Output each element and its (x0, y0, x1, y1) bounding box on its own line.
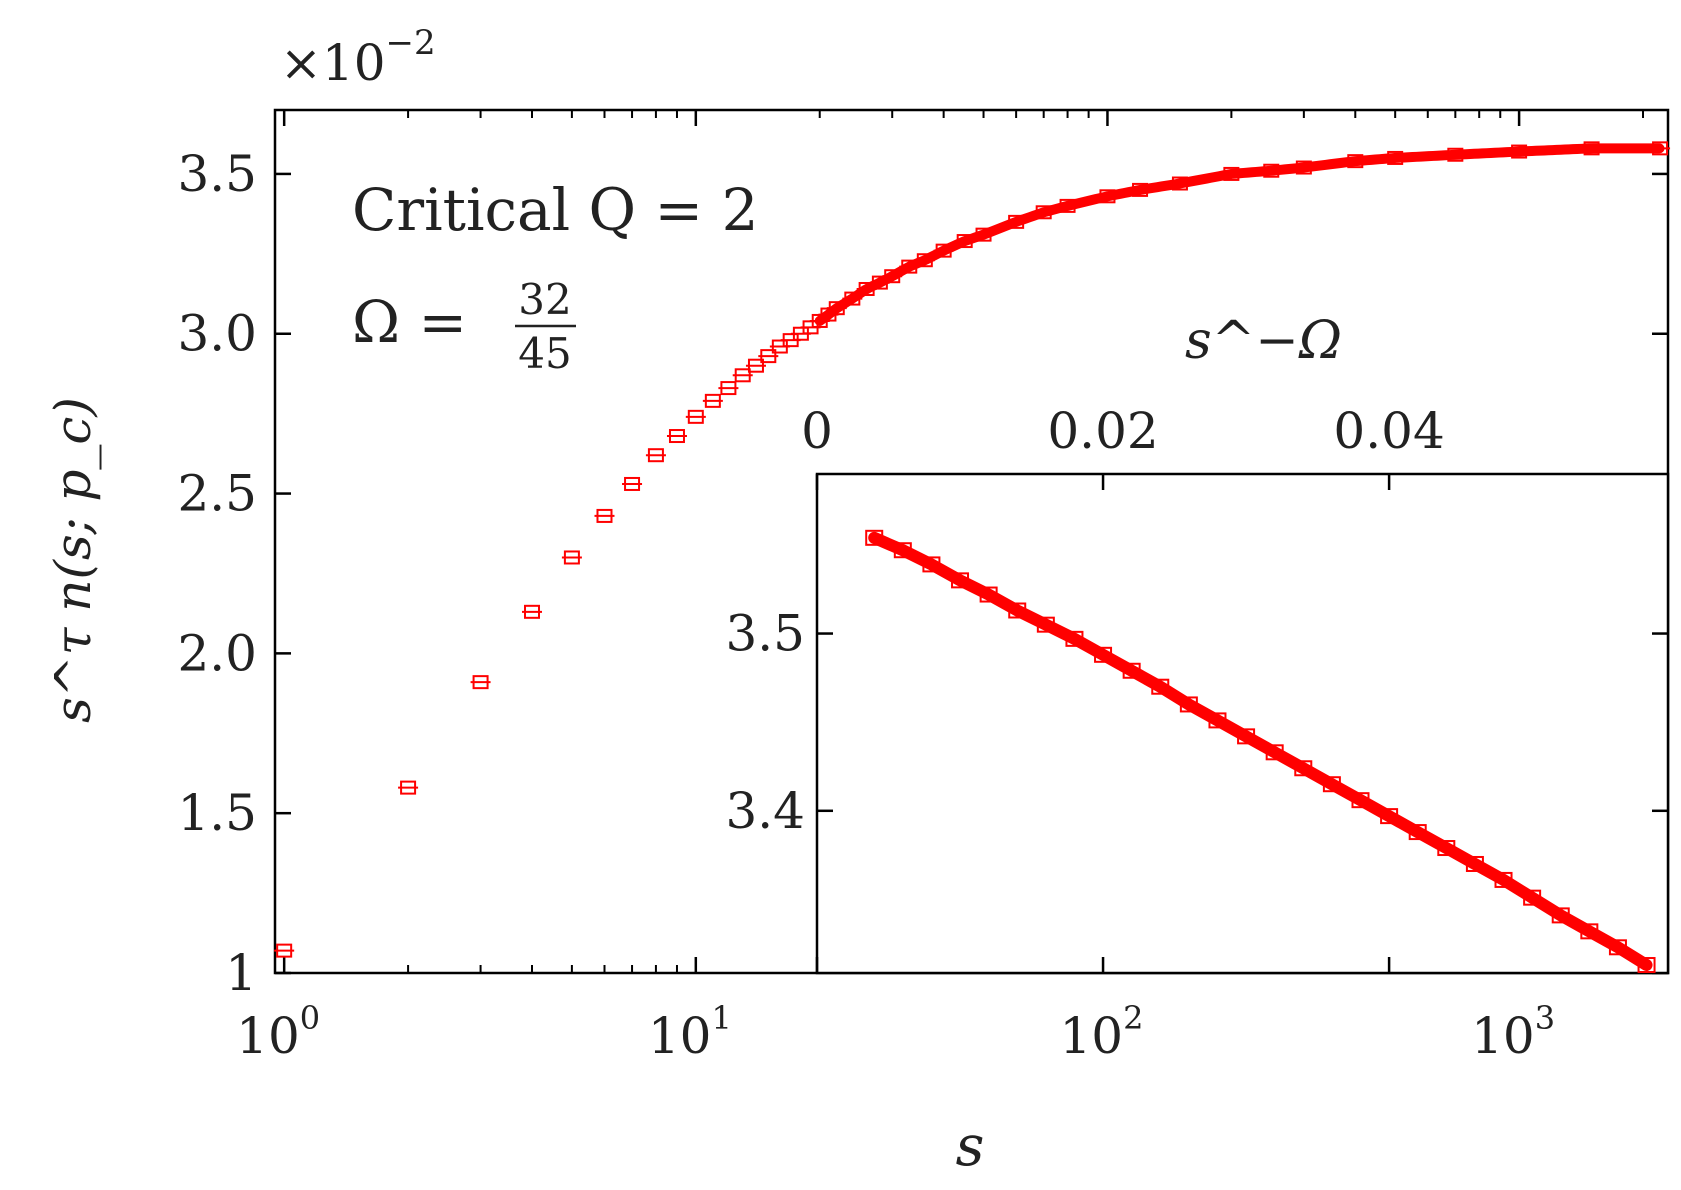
y-tick-label: 3.5 (177, 145, 257, 203)
inset-data-point (1122, 662, 1141, 679)
inset-data-point (1580, 923, 1599, 940)
x-tick-label: 102 (1059, 999, 1143, 1065)
y-axis-label: s^τ n(s; p_c) (44, 397, 102, 723)
inset-data-point (1380, 808, 1399, 825)
x-axis-label: s (956, 1114, 985, 1179)
annotation-frac-num: 32 (518, 275, 571, 324)
inset-data-point (1351, 792, 1370, 809)
inset-data-point (951, 572, 970, 589)
inset-data-point (865, 529, 884, 546)
inset-x-tick-label: 0.02 (1047, 402, 1158, 460)
inset-data-point (1065, 630, 1084, 647)
x-tick-label: 101 (648, 999, 732, 1065)
inset-data-point (1437, 840, 1456, 857)
main-series (274, 141, 1671, 958)
inset-data-point (1237, 728, 1256, 745)
x-tick-label: 103 (1471, 999, 1555, 1065)
inset-data-point (922, 556, 941, 573)
inset-data-point (1094, 646, 1113, 663)
inset-y-tick-label: 3.4 (725, 782, 805, 840)
inset-data-point (893, 542, 912, 559)
y-tick-label: 1.5 (177, 784, 257, 842)
inset-x-tick-label: 0.04 (1333, 402, 1444, 460)
x-tick-label: 100 (236, 999, 320, 1065)
y-tick-label: 2.0 (177, 624, 257, 682)
inset-data-point (1265, 744, 1284, 761)
inset-data-point (1523, 889, 1542, 906)
annotation-omega: Ω = (352, 288, 467, 356)
inset-data-point (1494, 871, 1513, 888)
inset-x-axis-label: s^−Ω (1185, 311, 1342, 371)
inset-data-point (1608, 939, 1627, 956)
inset-dense-curve (868, 531, 1653, 972)
inset-data-point (1036, 616, 1055, 633)
inset-data-point (1551, 907, 1570, 924)
inset-data-point (1208, 712, 1227, 729)
inset-y-tick-label: 3.5 (725, 605, 805, 663)
inset-data-point (1322, 776, 1341, 793)
y-tick-label: 2.5 (177, 465, 257, 523)
inset-plot: 0 0.02 0.04 3.4 3.5 s^−Ω (725, 311, 1670, 975)
inset-data-point (1179, 696, 1198, 713)
inset-data-point (1008, 602, 1027, 619)
y-tick-label: 1 (225, 944, 257, 1002)
y-multiplier: ×10−2 (280, 23, 436, 92)
inset-data-point (979, 586, 998, 603)
annotation-critical: Critical Q = 2 (352, 176, 758, 244)
inset-data-point (1151, 678, 1170, 695)
y-tick-label: 3.0 (177, 305, 257, 363)
inset-data-point (1408, 824, 1427, 841)
annotation-frac-den: 45 (518, 329, 571, 378)
inset-x-tick-label: 0 (801, 402, 833, 460)
inset-data-point (1294, 760, 1313, 777)
main-dense-curve (814, 143, 1665, 326)
inset-data-point (1637, 957, 1656, 974)
inset-data-point (1465, 855, 1484, 872)
main-plot: 1 1.5 2.0 2.5 3.0 3.5 100 101 102 103 ×10−2 s s^τ n(… (44, 23, 1671, 1179)
